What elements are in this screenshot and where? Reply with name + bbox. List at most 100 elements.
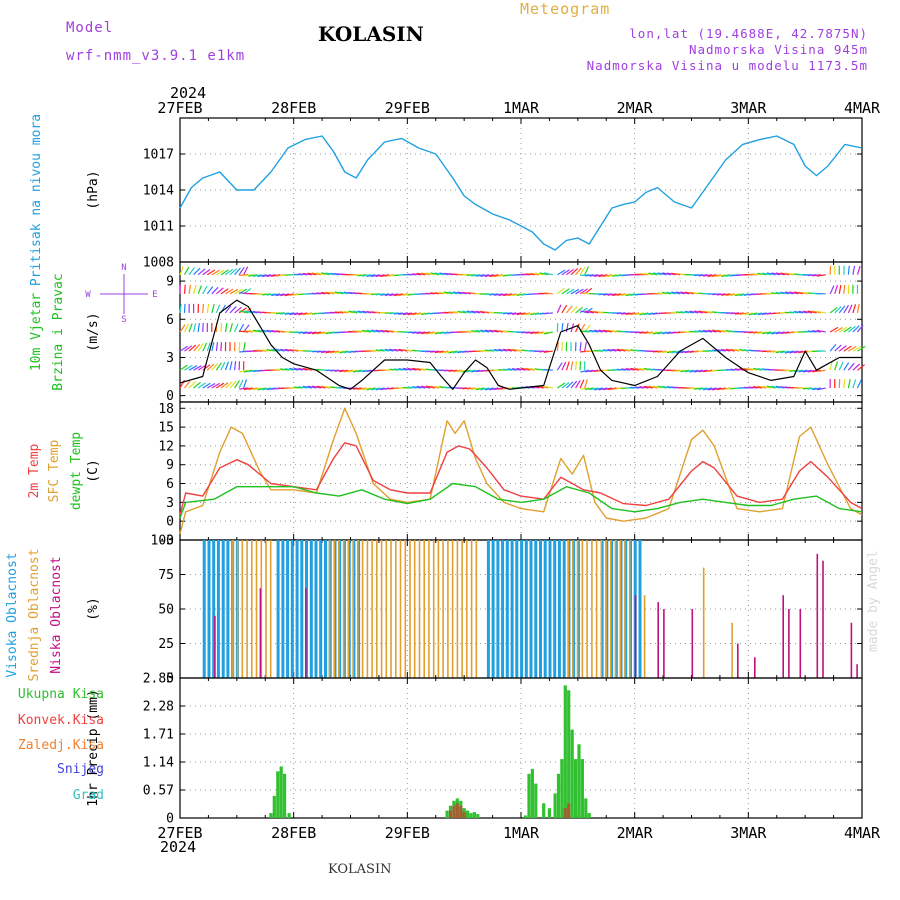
mid-cloud-bar (437, 540, 440, 678)
wind-barb (662, 272, 672, 276)
wind-barb (589, 387, 599, 391)
wind-barb (307, 331, 317, 335)
wind-barb (716, 349, 726, 352)
wind-barb (407, 367, 417, 371)
wind-barb (193, 365, 202, 371)
wind-barb (480, 274, 490, 277)
wind-barb (229, 380, 237, 389)
wind-barb (179, 266, 184, 275)
wind-barb (775, 350, 785, 354)
high-cloud-bar (221, 540, 225, 678)
wind-barb (602, 293, 613, 296)
wind-barb (721, 293, 731, 296)
pressure-ylabel: (hPa) (86, 170, 101, 209)
wind-barb (412, 386, 422, 389)
wind-barb (762, 272, 772, 276)
mid-cloud-bar (702, 567, 705, 678)
wind-barb (293, 331, 303, 334)
wind-barb (639, 367, 649, 371)
wind-barb (215, 287, 224, 295)
wind-barb (484, 329, 494, 333)
wind-barb (570, 380, 578, 389)
wind-speed-line (179, 299, 862, 390)
wind-barb (352, 274, 362, 276)
wind-barb (575, 323, 580, 333)
wind-barb (480, 387, 490, 391)
wind-barb (238, 266, 245, 276)
wind-barb (698, 330, 708, 333)
wind-barb (812, 330, 822, 333)
wind-barb (643, 272, 653, 276)
wind-barb (197, 323, 200, 333)
wind-barb (771, 350, 781, 353)
wind-barb (293, 367, 303, 371)
wind-barb (852, 346, 861, 352)
wind-barb (671, 369, 681, 372)
wind-barb (766, 272, 776, 276)
wind-barb (502, 293, 513, 297)
wind-barb (393, 293, 403, 297)
wind-barb (775, 291, 785, 295)
wind-barb (693, 274, 703, 277)
wind-barb (380, 293, 390, 296)
model-label: Model (66, 20, 114, 36)
wind-barb (371, 387, 381, 391)
wind-barb (380, 274, 390, 278)
temp-side-label: dewpt Temp (69, 432, 84, 510)
wind-barb (730, 312, 740, 315)
wind-barb (561, 288, 570, 295)
wind-barb (421, 331, 431, 335)
wind-barb (566, 381, 574, 389)
wind-barb (857, 345, 866, 352)
wind-ytick-label: 6 (166, 313, 174, 328)
compass-west: W (85, 290, 91, 300)
wind-barb (829, 343, 837, 352)
wind-barb (412, 312, 422, 316)
wind-barb (179, 364, 188, 371)
temperature-ytick-label: -3 (158, 534, 174, 549)
wind-barb (234, 323, 239, 333)
wind-barb (234, 267, 241, 276)
wind-barb (543, 312, 553, 315)
wind-barb (462, 369, 472, 373)
wind-barb (748, 273, 758, 276)
total-rain-bar (574, 759, 578, 818)
wind-barb (448, 350, 458, 354)
wind-barb (434, 350, 444, 354)
high-cloud-bar (226, 540, 230, 678)
wind-barb (757, 385, 767, 389)
wind-barb (471, 330, 481, 333)
total-rain-bar (542, 803, 546, 818)
wind-barb (748, 367, 758, 371)
wind-barb (284, 368, 294, 371)
cloud-ytick-label: 100 (151, 534, 174, 549)
low-cloud-bar (788, 609, 790, 678)
wind-barb (579, 379, 585, 389)
wind-barb (607, 274, 617, 278)
total-rain-bar (276, 771, 280, 818)
wind-barb (448, 369, 458, 372)
high-cloud-bar (300, 540, 304, 678)
wind-barb (321, 291, 331, 295)
wind-barb (220, 322, 223, 333)
wind-barb (179, 345, 188, 352)
wind-ytick-label: 3 (166, 351, 174, 366)
wind-barb (856, 265, 861, 275)
wind-barb (452, 350, 463, 354)
x-tick-label-bottom: 3MAR (730, 824, 767, 842)
wind-barb (621, 293, 631, 297)
total-rain-bar (469, 813, 473, 818)
wind-barb (343, 310, 353, 314)
wind-barb (188, 344, 197, 352)
wind-barb (334, 291, 344, 295)
wind-barb (252, 387, 262, 391)
wind-barb (739, 312, 749, 315)
total-rain-bar (523, 815, 528, 818)
precip-frame (179, 677, 863, 819)
wind-barb (234, 306, 242, 314)
temperature-ytick-label: 15 (158, 421, 174, 436)
wind-barb (521, 312, 531, 316)
wind-barb (430, 292, 440, 295)
wind-barb (280, 312, 290, 315)
wind-barb (243, 330, 253, 333)
